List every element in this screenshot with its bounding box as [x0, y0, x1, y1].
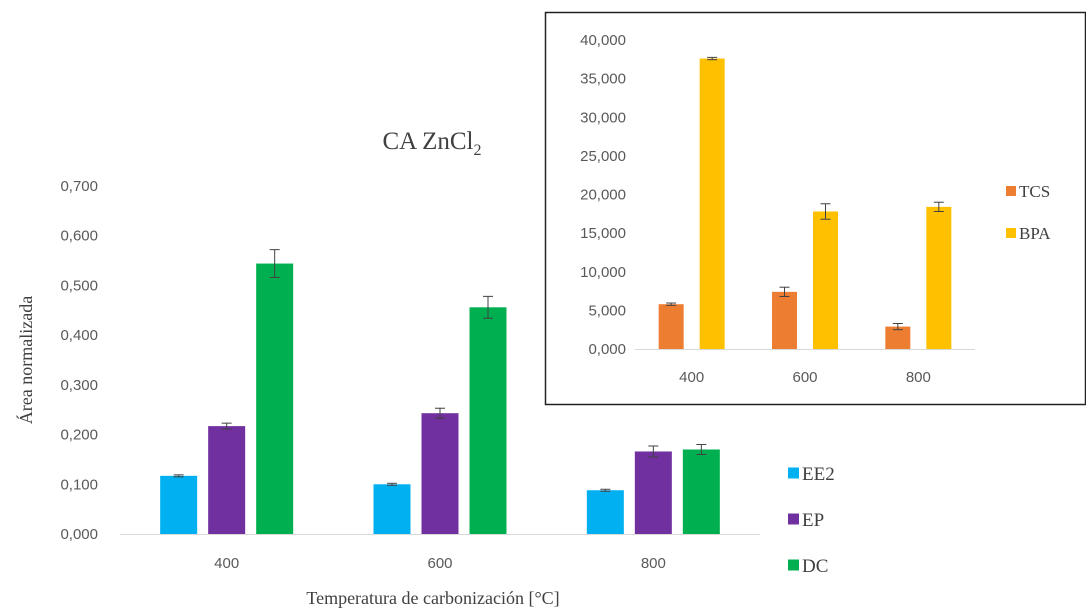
main-x-tick-label: 800	[641, 555, 666, 572]
main-legend-swatch-ee2	[788, 467, 799, 479]
inset-bar-bpa	[699, 58, 725, 349]
main-y-tick-label: 0,300	[60, 377, 98, 394]
main-y-tick-label: 0,100	[60, 476, 98, 493]
main-bar-ep	[421, 413, 459, 534]
inset-y-tick-label: 40,000	[580, 32, 626, 49]
main-chart: 0,000 0,100 0,200 0,300 0,400 0,500 0,600 0,700…	[60, 178, 760, 572]
main-y-tick-label: 0,500	[60, 277, 98, 294]
inset-x-tick-label: 800	[906, 369, 931, 386]
inset-y-tick-label: 15,000	[580, 225, 626, 242]
inset-chart: 0,000 5,000 10,000 15,000 20,000 25,000 30,000…	[544, 11, 1086, 406]
main-bar-dc	[469, 307, 507, 534]
inset-legend-swatch-bpa	[1006, 228, 1016, 238]
main-bar-ee2	[373, 484, 411, 534]
main-legend-label-ep: EP	[802, 510, 824, 531]
inset-plot: 0,000 5,000 10,000 15,000 20,000 25,000 30,000…	[580, 32, 975, 386]
inset-y-tick-label: 30,000	[580, 109, 626, 126]
main-bar-ee2	[586, 490, 624, 534]
inset-bar-tcs	[772, 291, 797, 349]
main-chart-title-text: CA ZnCl	[383, 128, 474, 155]
inset-bar-bpa	[926, 206, 952, 349]
main-legend-label-ee2: EE2	[802, 464, 835, 485]
inset-legend-label-tcs: TCS	[1019, 182, 1050, 201]
inset-y-tick-label: 10,000	[580, 264, 626, 281]
inset-y-tick-label: 25,000	[580, 148, 626, 165]
inset-legend-swatch-tcs	[1006, 186, 1016, 196]
main-legend-swatch-ep	[788, 513, 799, 525]
main-bar-dc	[682, 449, 720, 534]
main-x-axis-label: Temperatura de carbonización [°C]	[306, 588, 559, 608]
main-y-tick-label: 0,000	[60, 526, 98, 543]
inset-bar-tcs	[658, 304, 684, 349]
main-bar-ep	[634, 451, 672, 534]
main-chart-title-subscript: 2	[474, 142, 482, 159]
main-legend: EE2 EP DC	[788, 464, 835, 577]
inset-x-tick-label: 400	[679, 369, 704, 386]
main-y-axis-label: Área normalizada	[15, 296, 36, 424]
inset-y-tick-label: 20,000	[580, 187, 626, 204]
main-legend-swatch-dc	[788, 559, 799, 571]
inset-bar-bpa	[813, 211, 838, 349]
inset-legend: TCS BPA	[1006, 182, 1051, 243]
inset-legend-label-bpa: BPA	[1019, 224, 1051, 243]
inset-x-tick-label: 600	[792, 369, 817, 386]
inset-y-tick-label: 5,000	[588, 302, 626, 319]
main-x-tick-label: 400	[214, 555, 239, 572]
main-bar-ep	[208, 426, 246, 534]
main-bar-ee2	[160, 475, 198, 534]
main-bar-dc	[256, 263, 294, 534]
main-chart-title: CA ZnCl2	[383, 128, 482, 159]
inset-y-tick-label: 35,000	[580, 71, 626, 88]
main-legend-label-dc: DC	[802, 556, 828, 577]
main-x-tick-label: 600	[427, 555, 452, 572]
main-y-tick-label: 0,400	[60, 327, 98, 344]
main-y-tick-label: 0,200	[60, 427, 98, 444]
inset-y-tick-label: 0,000	[588, 341, 626, 358]
main-y-tick-label: 0,600	[60, 228, 98, 245]
main-y-tick-label: 0,700	[60, 178, 98, 195]
inset-bar-tcs	[885, 326, 911, 349]
